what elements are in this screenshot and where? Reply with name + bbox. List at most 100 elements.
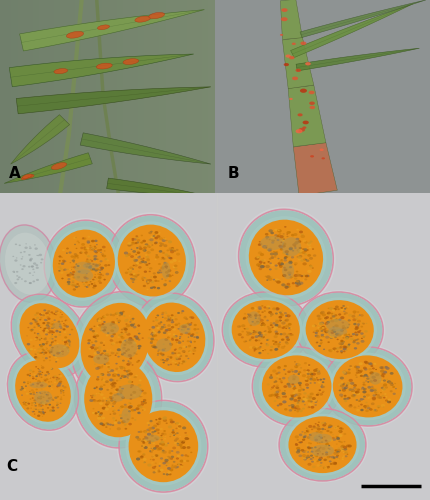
- Ellipse shape: [169, 260, 174, 264]
- Ellipse shape: [279, 260, 283, 264]
- Ellipse shape: [380, 392, 382, 394]
- Ellipse shape: [68, 273, 72, 276]
- Ellipse shape: [85, 254, 88, 256]
- Ellipse shape: [343, 382, 346, 384]
- Ellipse shape: [45, 348, 48, 350]
- Ellipse shape: [99, 413, 102, 416]
- Ellipse shape: [110, 414, 111, 415]
- Ellipse shape: [305, 383, 309, 386]
- Ellipse shape: [16, 278, 19, 280]
- Ellipse shape: [276, 384, 279, 386]
- Ellipse shape: [280, 248, 283, 250]
- Ellipse shape: [112, 333, 116, 336]
- Ellipse shape: [121, 332, 124, 335]
- Ellipse shape: [310, 447, 313, 449]
- Ellipse shape: [111, 321, 115, 324]
- Ellipse shape: [156, 422, 159, 424]
- Ellipse shape: [392, 386, 395, 388]
- Ellipse shape: [291, 234, 295, 236]
- Ellipse shape: [275, 251, 278, 253]
- Ellipse shape: [27, 374, 30, 376]
- Ellipse shape: [335, 324, 339, 328]
- Ellipse shape: [353, 340, 356, 342]
- Ellipse shape: [94, 282, 95, 284]
- Ellipse shape: [275, 324, 278, 326]
- Ellipse shape: [319, 446, 322, 448]
- Ellipse shape: [56, 379, 58, 380]
- Ellipse shape: [296, 410, 299, 412]
- Ellipse shape: [296, 402, 299, 405]
- Ellipse shape: [113, 373, 117, 375]
- Ellipse shape: [82, 238, 84, 239]
- Ellipse shape: [260, 324, 264, 327]
- Ellipse shape: [315, 455, 318, 457]
- Ellipse shape: [308, 406, 310, 408]
- Ellipse shape: [329, 456, 331, 458]
- Ellipse shape: [356, 409, 360, 412]
- Ellipse shape: [178, 341, 181, 344]
- Ellipse shape: [388, 401, 391, 403]
- Ellipse shape: [124, 319, 128, 322]
- Ellipse shape: [320, 462, 322, 464]
- Ellipse shape: [324, 424, 326, 425]
- Ellipse shape: [146, 282, 150, 284]
- Ellipse shape: [167, 471, 171, 474]
- Ellipse shape: [12, 256, 14, 257]
- Ellipse shape: [96, 393, 98, 394]
- Ellipse shape: [149, 450, 153, 453]
- Ellipse shape: [45, 332, 47, 334]
- Ellipse shape: [63, 394, 65, 396]
- Ellipse shape: [132, 274, 135, 276]
- Ellipse shape: [260, 324, 263, 326]
- Ellipse shape: [64, 332, 66, 333]
- Ellipse shape: [380, 370, 384, 372]
- Ellipse shape: [37, 352, 40, 354]
- Ellipse shape: [43, 378, 46, 380]
- Ellipse shape: [162, 244, 164, 246]
- Ellipse shape: [170, 357, 172, 359]
- Ellipse shape: [100, 260, 103, 262]
- Ellipse shape: [93, 388, 96, 389]
- Ellipse shape: [147, 288, 149, 290]
- Ellipse shape: [348, 390, 350, 392]
- Ellipse shape: [160, 439, 163, 440]
- Ellipse shape: [319, 465, 321, 466]
- Ellipse shape: [185, 318, 188, 320]
- Ellipse shape: [345, 307, 347, 309]
- Ellipse shape: [32, 392, 34, 394]
- Ellipse shape: [50, 397, 52, 398]
- Ellipse shape: [112, 314, 115, 316]
- Ellipse shape: [321, 336, 324, 339]
- Ellipse shape: [94, 334, 96, 335]
- Ellipse shape: [318, 422, 320, 423]
- Ellipse shape: [74, 284, 77, 286]
- Ellipse shape: [160, 266, 165, 270]
- Ellipse shape: [277, 229, 282, 232]
- Ellipse shape: [30, 348, 33, 350]
- Ellipse shape: [343, 448, 347, 450]
- Ellipse shape: [341, 381, 343, 383]
- Ellipse shape: [55, 312, 58, 314]
- Ellipse shape: [251, 336, 254, 339]
- Ellipse shape: [171, 325, 172, 326]
- Ellipse shape: [342, 337, 345, 338]
- Ellipse shape: [309, 378, 313, 380]
- Ellipse shape: [139, 430, 142, 433]
- Ellipse shape: [320, 436, 323, 439]
- Ellipse shape: [168, 274, 172, 278]
- Ellipse shape: [45, 328, 47, 329]
- Ellipse shape: [46, 327, 48, 329]
- Ellipse shape: [164, 317, 167, 320]
- Ellipse shape: [332, 328, 335, 331]
- Ellipse shape: [248, 314, 252, 316]
- Ellipse shape: [276, 375, 280, 378]
- Ellipse shape: [378, 396, 382, 399]
- Ellipse shape: [148, 252, 151, 254]
- Ellipse shape: [33, 402, 36, 404]
- Ellipse shape: [71, 284, 74, 286]
- Ellipse shape: [281, 321, 284, 323]
- Ellipse shape: [266, 276, 271, 278]
- Ellipse shape: [328, 327, 344, 337]
- Ellipse shape: [319, 450, 321, 452]
- Ellipse shape: [365, 388, 367, 390]
